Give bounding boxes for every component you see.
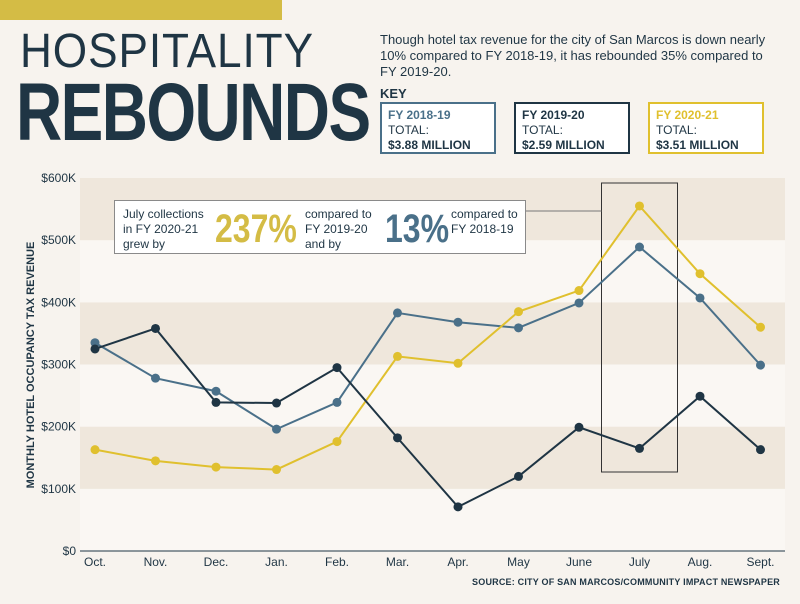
july-highlight-box (601, 182, 678, 473)
grid-band (80, 426, 785, 489)
data-point (272, 465, 281, 475)
data-point (151, 323, 160, 333)
x-tick-label: Feb. (325, 555, 349, 569)
data-point (90, 344, 100, 354)
key-total-label: TOTAL: (522, 123, 563, 137)
key-total-label: TOTAL: (388, 123, 429, 137)
callout-text-1: July collections in FY 2020-21 grew by (123, 207, 204, 251)
july-callout: July collections in FY 2020-21 grew by 2… (114, 200, 526, 254)
key-label: KEY (380, 86, 407, 101)
data-point (574, 422, 584, 432)
x-tick-label: Sept. (746, 555, 774, 569)
data-point (635, 201, 644, 211)
data-point (574, 286, 584, 296)
data-point (332, 363, 342, 373)
data-point (393, 308, 402, 318)
key-total-value: $3.88 MILLION (388, 138, 471, 152)
x-tick-label: June (566, 555, 592, 569)
y-tick-label: $500K (41, 233, 76, 247)
data-point (635, 443, 644, 453)
data-point (756, 360, 765, 370)
data-point (211, 462, 221, 472)
data-point (393, 433, 402, 443)
data-point (211, 386, 221, 396)
callout-pct-1: 237% (215, 207, 297, 251)
key-series-name: FY 2020-21 (656, 108, 719, 122)
grid-band (80, 364, 785, 427)
key-box-fy2018-19: FY 2018-19 TOTAL: $3.88 MILLION (380, 102, 496, 154)
data-point (272, 398, 281, 408)
data-point (151, 456, 160, 466)
grid-band (80, 302, 785, 365)
data-point (332, 397, 342, 407)
callout-pct-2: 13% (385, 207, 450, 251)
data-point (332, 437, 342, 447)
callout-text-2: compared to FY 2019-20 and by (305, 207, 372, 251)
y-tick-label: $400K (41, 295, 76, 309)
grid-band (80, 488, 785, 551)
y-tick-label: $300K (41, 358, 76, 372)
page-title-line1: HOSPITALITY (20, 25, 314, 78)
data-point (574, 298, 584, 308)
data-point (756, 445, 765, 455)
data-point (695, 269, 705, 279)
x-tick-label: Jan. (265, 555, 288, 569)
data-point (272, 424, 281, 434)
data-point (514, 323, 523, 333)
x-tick-label: Mar. (386, 555, 409, 569)
series-line-fy2019-20 (94, 327, 762, 509)
x-tick-label: July (629, 555, 650, 569)
data-point (90, 338, 100, 348)
data-point (695, 391, 705, 401)
key-total-label: TOTAL: (656, 123, 697, 137)
key-box-fy2019-20: FY 2019-20 TOTAL: $2.59 MILLION (514, 102, 630, 154)
key-series-name: FY 2018-19 (388, 108, 451, 122)
key-box-fy2020-21: FY 2020-21 TOTAL: $3.51 MILLION (648, 102, 764, 154)
key-total-value: $2.59 MILLION (522, 138, 605, 152)
data-point (211, 397, 221, 407)
data-point (453, 502, 463, 512)
y-tick-label: $200K (41, 420, 76, 434)
data-point (90, 445, 100, 455)
series-line-fy2020-21 (94, 204, 762, 471)
y-tick-label: $0 (63, 544, 77, 558)
data-point (453, 317, 463, 327)
data-point (453, 358, 463, 368)
intro-text: Though hotel tax revenue for the city of… (380, 32, 766, 79)
data-point (695, 293, 705, 303)
data-point (635, 242, 644, 252)
key-series-name: FY 2019-20 (522, 108, 585, 122)
source-note: SOURCE: CITY OF SAN MARCOS/COMMUNITY IMP… (472, 577, 780, 587)
data-point (393, 351, 402, 361)
data-point (514, 307, 523, 317)
x-tick-label: Aug. (688, 555, 713, 569)
top-accent-bar (0, 0, 282, 20)
x-tick-label: Nov. (144, 555, 168, 569)
callout-text-3: compared to FY 2018-19 (451, 207, 518, 236)
x-tick-label: Dec. (204, 555, 229, 569)
x-tick-label: May (507, 555, 530, 569)
y-axis-label: MONTHLY HOTEL OCCUPANCY TAX REVENUE (25, 242, 37, 489)
data-point (151, 373, 160, 383)
x-tick-label: Apr. (447, 555, 468, 569)
key-total-value: $3.51 MILLION (656, 138, 739, 152)
page-title-line2: REBOUNDS (16, 67, 371, 158)
x-tick-label: Oct. (84, 555, 106, 569)
y-tick-label: $600K (41, 171, 76, 185)
y-tick-label: $100K (41, 482, 76, 496)
data-point (514, 471, 523, 481)
data-point (756, 322, 765, 332)
